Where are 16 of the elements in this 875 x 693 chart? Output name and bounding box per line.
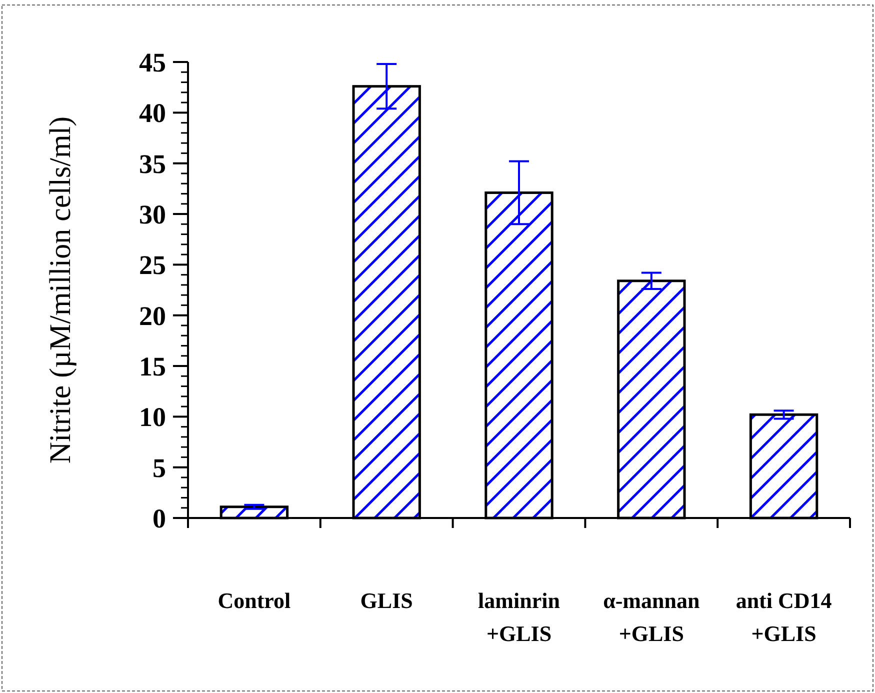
x-tick-label: Control: [218, 588, 291, 613]
x-tick-label: laminrin +GLIS: [478, 588, 560, 646]
x-tick-label: anti CD14 +GLIS: [736, 588, 832, 646]
y-tick-label: 0: [152, 503, 166, 534]
y-tick-label: 40: [139, 98, 166, 128]
y-tick-label: 35: [139, 148, 166, 179]
y-tick-label: 45: [139, 47, 166, 78]
y-tick-label: 15: [139, 351, 166, 382]
y-tick-label: 30: [139, 199, 166, 230]
y-tick-label: 5: [152, 452, 166, 483]
y-tick-label: 25: [139, 250, 166, 280]
y-tick-label: 10: [139, 402, 166, 432]
x-tick-label: α-mannan +GLIS: [603, 588, 700, 646]
y-axis-title: Nitrite (µM/million cells/ml): [44, 116, 77, 464]
y-tick-label: 20: [139, 300, 166, 331]
x-tick-label: GLIS: [360, 588, 413, 613]
